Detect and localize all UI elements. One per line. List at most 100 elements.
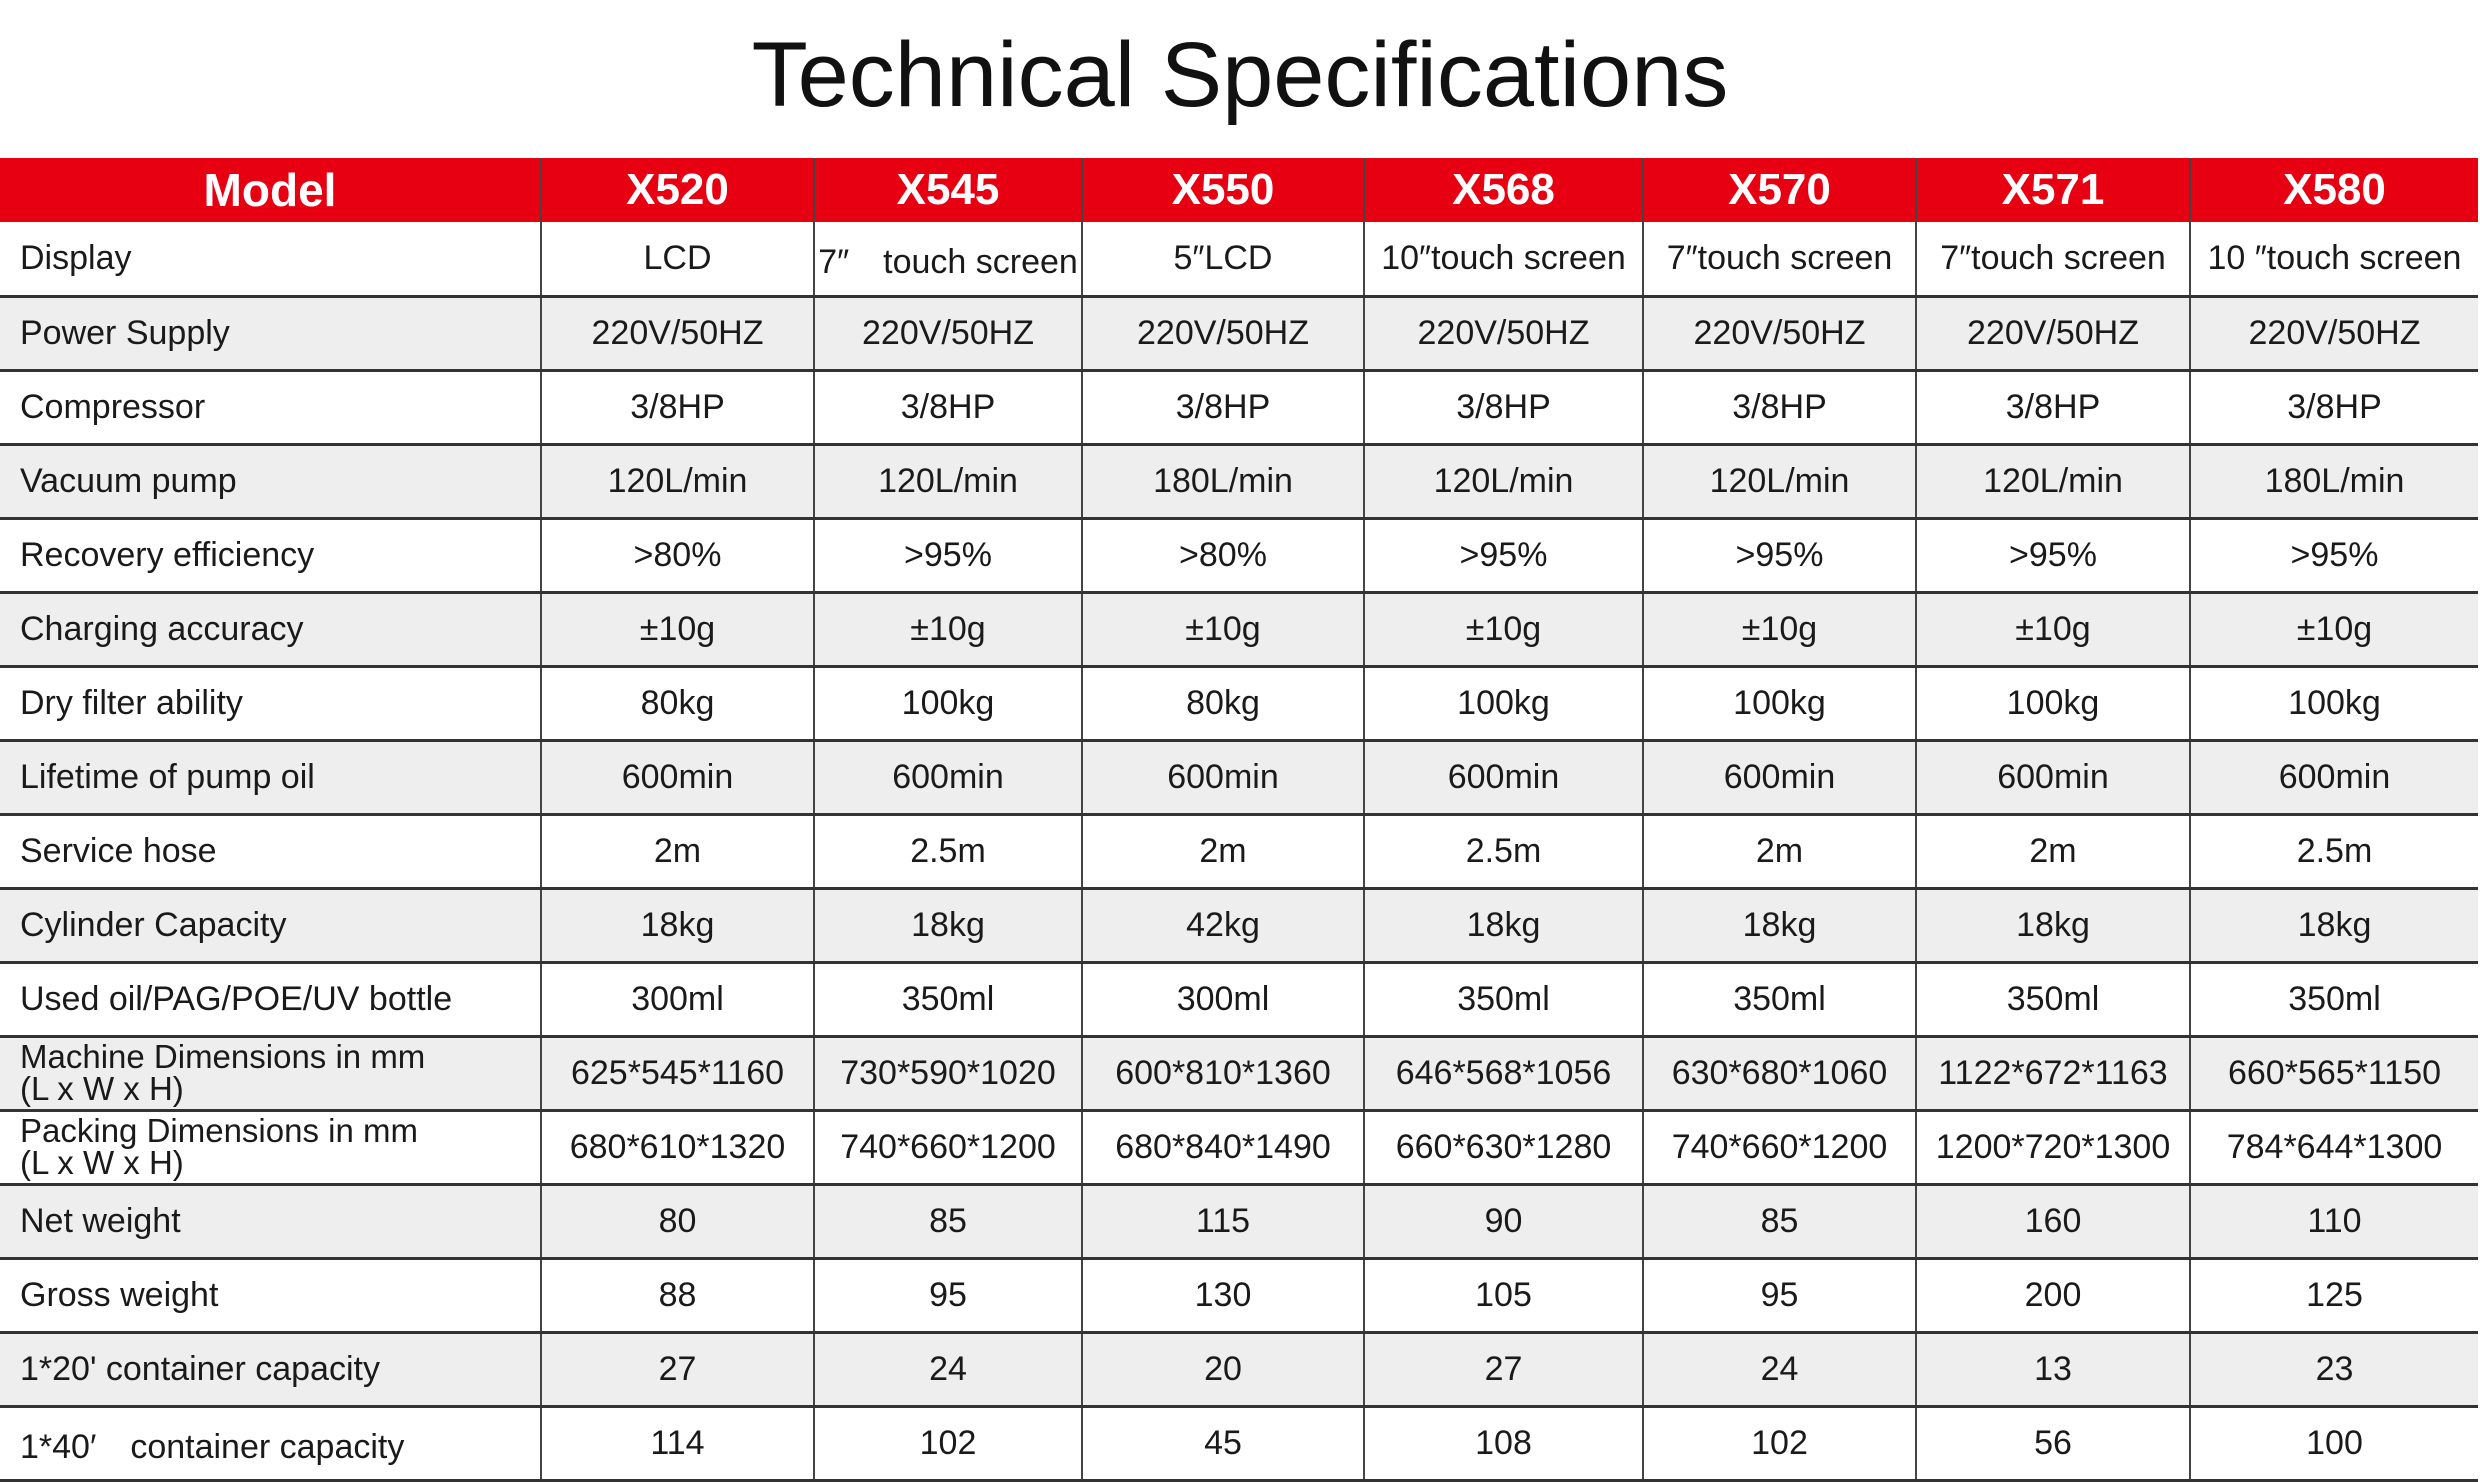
table-cell: 2m (1082, 814, 1365, 888)
table-cell: 130 (1082, 1258, 1365, 1332)
table-cell: 646*568*1056 (1364, 1036, 1644, 1110)
table-row: Power Supply 220V/50HZ 220V/50HZ 220V/50HZ 2… (0, 296, 2478, 370)
table-cell: 100kg (1364, 666, 1644, 740)
table-cell: 180L/min (1082, 444, 1365, 518)
table-cell: 600min (1643, 740, 1917, 814)
spec-table: Model X520 X545 X550 X568 X570 X571 X580… (0, 158, 2478, 1482)
table-cell: 80 (541, 1184, 815, 1258)
table-row: Machine Dimensions in mm (L x W x H) 625*5… (0, 1036, 2478, 1110)
row-label: Display (0, 222, 542, 296)
table-row: Cylinder Capacity 18kg 18kg 42kg 18kg 18kg 18k… (0, 888, 2478, 962)
header-x570: X570 (1643, 158, 1917, 222)
row-label: Charging accuracy (0, 592, 542, 666)
table-cell: 95 (814, 1258, 1083, 1332)
row-label: Cylinder Capacity (0, 888, 542, 962)
table-row: 1*20' container capacity 27 24 20 27 24 13 23 (0, 1332, 2478, 1406)
table-row: Used oil/PAG/POE/UV bottle 300ml 350ml 300m… (0, 962, 2478, 1036)
table-cell: ±10g (1082, 592, 1365, 666)
table-cell: 2.5m (1364, 814, 1644, 888)
table-cell: 110 (2307, 1201, 2362, 1240)
table-row: Service hose 2m 2.5m 2m 2.5m 2m 2m 2.5m (0, 814, 2478, 888)
table-cell: 2.5m (814, 814, 1083, 888)
table-cell: 45 (1082, 1406, 1365, 1480)
table-cell: 600min (541, 740, 815, 814)
table-cell: 3/8HP (2287, 387, 2382, 426)
table-cell: 105 (1364, 1258, 1644, 1332)
table-cell: 160 (1916, 1184, 2191, 1258)
table-cell: 88 (541, 1258, 815, 1332)
table-cell: 600min (2278, 757, 2391, 796)
page-title: Technical Specifications (751, 24, 1729, 126)
table-row: Charging accuracy ±10g ±10g ±10g ±10g ±10g ±10… (0, 592, 2478, 666)
table-row: Recovery efficiency >80% >95% >80% >95% >95% >… (0, 518, 2478, 592)
row-label: Used oil/PAG/POE/UV bottle (0, 962, 542, 1036)
table-row: Lifetime of pump oil 600min 600min 600min 60… (0, 740, 2478, 814)
table-cell: >95% (1916, 518, 2191, 592)
table-cell: 3/8HP (1082, 370, 1365, 444)
table-cell: 784*644*1300 (2226, 1127, 2443, 1166)
table-cell: 80kg (541, 666, 815, 740)
table-cell: 13 (1916, 1332, 2191, 1406)
table-cell: 125 (2306, 1275, 2363, 1314)
table-row: Dry filter ability 80kg 100kg 80kg 100kg 100k… (0, 666, 2478, 740)
table-cell: 42kg (1082, 888, 1365, 962)
table-cell: >95% (814, 518, 1083, 592)
table-cell: 740*660*1200 (1643, 1110, 1917, 1184)
table-cell: 80kg (1082, 666, 1365, 740)
table-cell: 18kg (1364, 888, 1644, 962)
table-cell: 108 (1364, 1406, 1644, 1480)
table-cell: 600min (1916, 740, 2191, 814)
row-label: Dry filter ability (0, 666, 542, 740)
table-cell: >80% (1082, 518, 1365, 592)
table-cell: 220V/50HZ (541, 296, 815, 370)
table-cell: 1200*720*1300 (1916, 1110, 2191, 1184)
table-cell: 5″LCD (1082, 222, 1365, 296)
table-cell: 1122*672*1163 (1916, 1036, 2191, 1110)
table-cell: 3/8HP (541, 370, 815, 444)
table-row: Display LCD 7″ touch screen 5″LCD 10″touch s… (0, 222, 2478, 296)
table-cell: 660*630*1280 (1364, 1110, 1644, 1184)
table-cell: 95 (1643, 1258, 1917, 1332)
table-cell: 3/8HP (814, 370, 1083, 444)
table-cell: 350ml (814, 962, 1083, 1036)
table-cell: 300ml (541, 962, 815, 1036)
table-cell: 18kg (1916, 888, 2191, 962)
row-label: Power Supply (0, 296, 542, 370)
header-x580: X580 (2283, 165, 2386, 214)
table-cell: 7″ touch screen (814, 222, 1083, 296)
table-cell: 3/8HP (1916, 370, 2191, 444)
table-cell: 100kg (814, 666, 1083, 740)
table-cell: 120L/min (541, 444, 815, 518)
table-cell: ±10g (1364, 592, 1644, 666)
row-label: Recovery efficiency (0, 518, 542, 592)
table-cell: ±10g (2296, 609, 2373, 648)
table-cell: 23 (2315, 1349, 2354, 1388)
table-cell: 220V/50HZ (1364, 296, 1644, 370)
table-cell: >80% (541, 518, 815, 592)
row-label: Vacuum pump (0, 444, 542, 518)
table-cell: 120L/min (1916, 444, 2191, 518)
table-cell: 85 (814, 1184, 1083, 1258)
table-cell: ±10g (1916, 592, 2191, 666)
table-cell: 90 (1364, 1184, 1644, 1258)
table-cell: 740*660*1200 (814, 1110, 1083, 1184)
table-cell: 100kg (1916, 666, 2191, 740)
row-label: Gross weight (0, 1258, 542, 1332)
table-cell: 220V/50HZ (814, 296, 1083, 370)
table-cell: 350ml (1643, 962, 1917, 1036)
header-x550: X550 (1082, 158, 1365, 222)
spec-table-body: Display LCD 7″ touch screen 5″LCD 10″touch s… (0, 222, 2478, 1480)
table-cell: 115 (1082, 1184, 1365, 1258)
row-label: Net weight (0, 1184, 542, 1258)
table-cell: 680*840*1490 (1082, 1110, 1365, 1184)
table-cell: 18kg (1643, 888, 1917, 962)
table-cell: ±10g (541, 592, 815, 666)
table-cell: 600min (1364, 740, 1644, 814)
header-row: Model X520 X545 X550 X568 X570 X571 X580 (0, 158, 2478, 222)
header-x568: X568 (1364, 158, 1644, 222)
table-row: Vacuum pump 120L/min 120L/min 180L/min 120L/… (0, 444, 2478, 518)
table-cell: 220V/50HZ (2248, 313, 2421, 352)
row-label: Lifetime of pump oil (0, 740, 542, 814)
table-cell: 680*610*1320 (541, 1110, 815, 1184)
header-x571: X571 (1916, 158, 2191, 222)
